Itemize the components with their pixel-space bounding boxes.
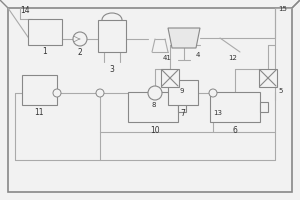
Bar <box>128 92 178 122</box>
Text: 10: 10 <box>150 126 160 135</box>
Bar <box>260 102 268 112</box>
Circle shape <box>209 89 217 97</box>
Text: 4: 4 <box>196 52 200 58</box>
Text: 7: 7 <box>181 109 185 118</box>
Text: 12: 12 <box>228 55 237 61</box>
Bar <box>210 92 260 122</box>
Text: 3: 3 <box>110 65 114 74</box>
Text: 14: 14 <box>20 6 30 15</box>
Text: 6: 6 <box>232 126 237 135</box>
Text: 15: 15 <box>278 6 287 12</box>
Text: 11: 11 <box>34 108 44 117</box>
Bar <box>168 80 198 105</box>
Bar <box>259 69 277 87</box>
Bar <box>98 20 126 52</box>
Bar <box>28 19 62 45</box>
Circle shape <box>73 32 87 46</box>
Text: 2: 2 <box>78 48 82 57</box>
Circle shape <box>148 86 162 100</box>
Text: 9: 9 <box>180 88 184 94</box>
Text: 1: 1 <box>43 47 47 56</box>
Text: 41: 41 <box>163 55 172 61</box>
Bar <box>161 69 179 87</box>
Bar <box>22 75 57 105</box>
Bar <box>178 102 186 112</box>
Text: 8: 8 <box>152 102 157 108</box>
Circle shape <box>96 89 104 97</box>
Text: 5: 5 <box>278 88 282 94</box>
Circle shape <box>53 89 61 97</box>
Polygon shape <box>168 28 200 48</box>
Text: 13: 13 <box>213 110 222 116</box>
